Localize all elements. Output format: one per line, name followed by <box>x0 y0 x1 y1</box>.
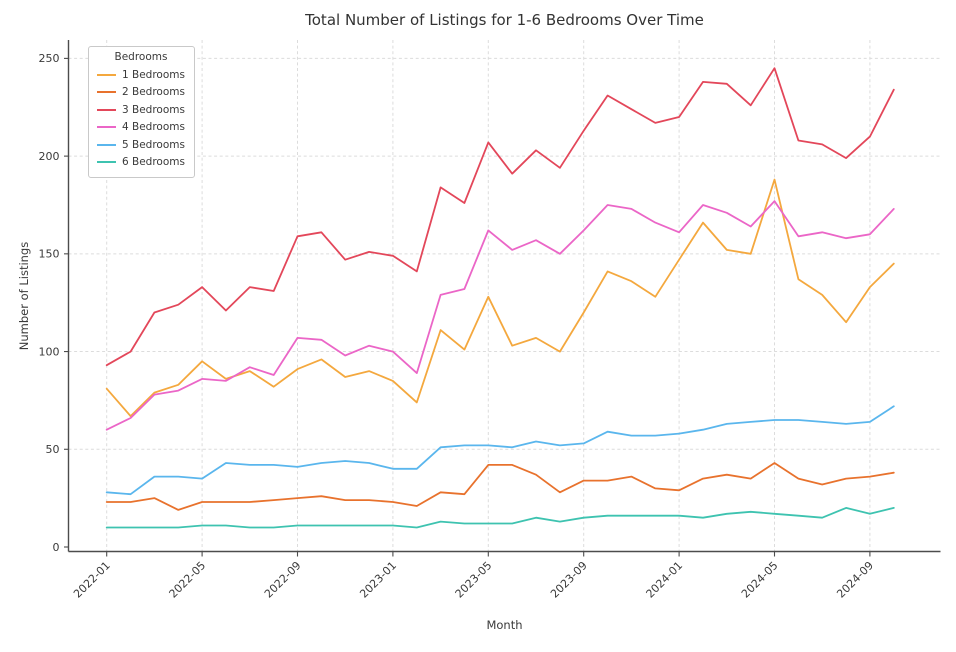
legend-item-3-bedrooms: 3 Bedrooms <box>97 101 185 119</box>
legend-swatch-icon <box>97 73 116 76</box>
legend-items: 1 Bedrooms 2 Bedrooms 3 Bedrooms 4 Bedrooms… <box>97 66 185 171</box>
legend-item-6-bedrooms: 6 Bedrooms <box>97 154 185 172</box>
x-tick-label-2022-01: 2022-01 <box>71 559 113 601</box>
x-tick-label-2023-01: 2023-01 <box>357 559 399 601</box>
y-tick-label-0: 0 <box>53 541 60 554</box>
x-tick-label-2024-01: 2024-01 <box>644 559 686 601</box>
legend-swatch-icon <box>97 91 116 94</box>
legend-item-4-bedrooms: 4 Bedrooms <box>97 119 185 137</box>
x-tick-label-2023-05: 2023-05 <box>453 559 495 601</box>
y-tick-label-50: 50 <box>46 443 60 456</box>
y-tick-label-100: 100 <box>39 345 60 358</box>
y-tick-label-200: 200 <box>39 150 60 163</box>
y-axis-label: Number of Listings <box>17 241 31 351</box>
chart-title: Total Number of Listings for 1-6 Bedroom… <box>305 11 704 29</box>
legend-item-5-bedrooms: 5 Bedrooms <box>97 136 185 154</box>
x-tick-label-2023-09: 2023-09 <box>548 559 590 601</box>
series-line-3-bedrooms <box>105 67 895 367</box>
series-line-2-bedrooms <box>105 462 895 511</box>
legend-swatch-icon <box>97 143 116 146</box>
x-tick-label-2022-09: 2022-09 <box>262 559 304 601</box>
legend-label: 6 Bedrooms <box>122 156 185 169</box>
legend-label: 3 Bedrooms <box>122 103 185 116</box>
legend-label: 4 Bedrooms <box>122 121 185 134</box>
y-tick-label-150: 150 <box>39 248 60 261</box>
legend-label: 5 Bedrooms <box>122 138 185 151</box>
series-line-6-bedrooms <box>105 506 895 529</box>
legend-label: 2 Bedrooms <box>122 86 185 99</box>
series-line-4-bedrooms <box>105 200 895 431</box>
x-tick-label-2024-09: 2024-09 <box>834 559 876 601</box>
x-tick-label-2024-05: 2024-05 <box>739 559 781 601</box>
legend-item-1-bedrooms: 1 Bedrooms <box>97 66 185 84</box>
legend-swatch-icon <box>97 126 116 129</box>
x-axis-label: Month <box>486 618 523 632</box>
legend-title: Bedrooms <box>114 51 168 63</box>
legend: Bedrooms 1 Bedrooms 2 Bedrooms 3 Bedrooms 4… <box>88 46 195 178</box>
y-tick-label-250: 250 <box>39 52 60 65</box>
legend-swatch-icon <box>97 161 116 164</box>
legend-item-2-bedrooms: 2 Bedrooms <box>97 84 185 102</box>
series-line-5-bedrooms <box>105 405 895 496</box>
x-tick-label-2022-05: 2022-05 <box>167 559 209 601</box>
legend-swatch-icon <box>97 108 116 111</box>
legend-label: 1 Bedrooms <box>122 68 185 81</box>
